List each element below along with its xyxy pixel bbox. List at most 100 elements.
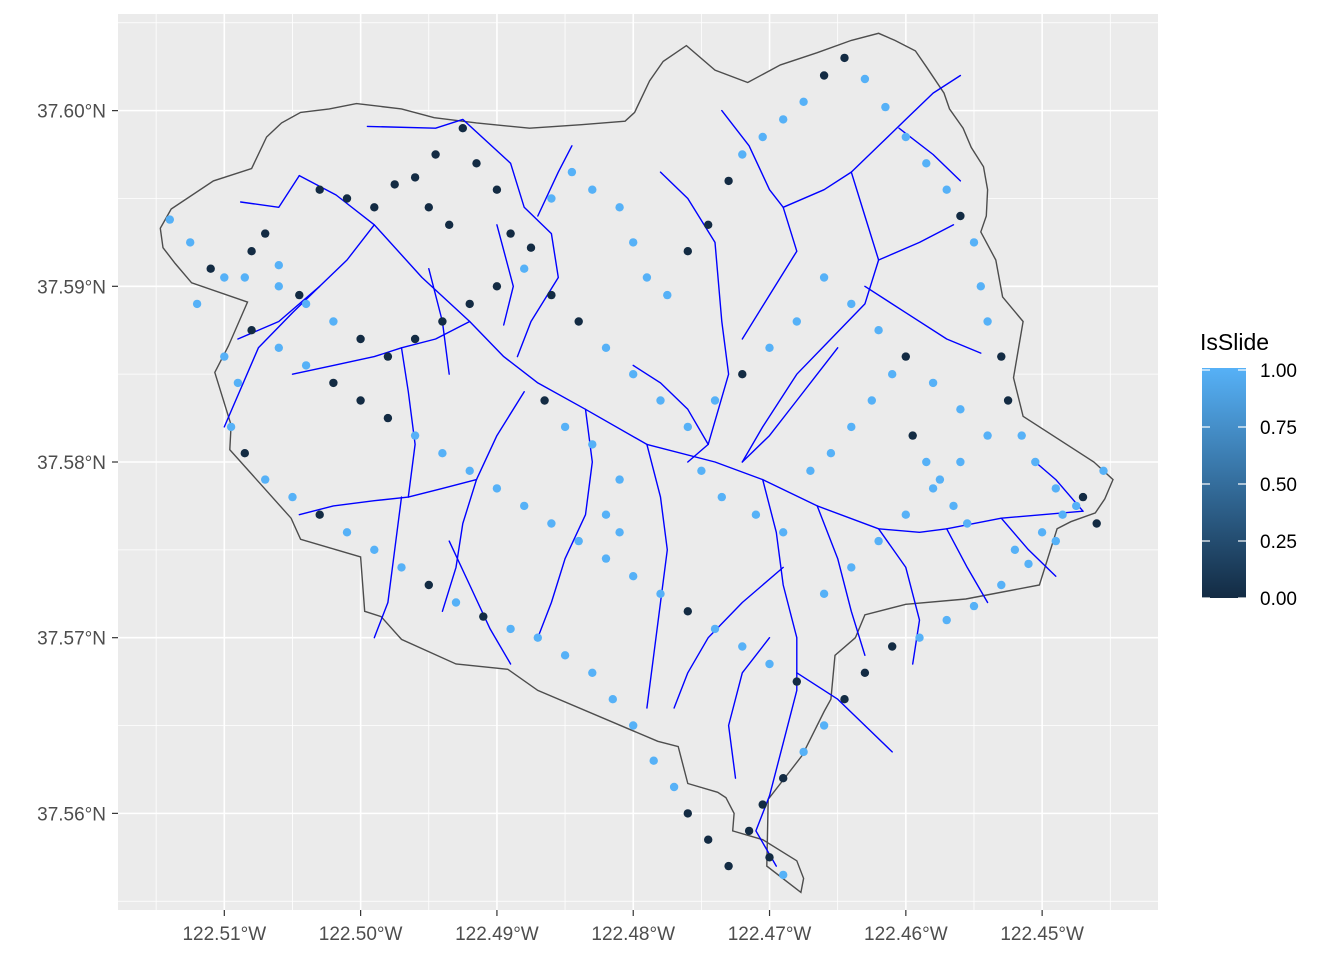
landslide-point xyxy=(819,589,829,598)
legend-ticks: 1.00 0.75 0.50 0.25 0.00 xyxy=(1202,361,1297,610)
landslide-point xyxy=(492,484,502,493)
landslide-point xyxy=(717,492,726,502)
stream-line xyxy=(877,224,955,261)
landslide-point xyxy=(1017,431,1026,440)
landslide-point xyxy=(928,378,938,388)
landslide-point xyxy=(683,422,692,432)
landslide-point xyxy=(547,519,556,528)
landslide-point xyxy=(540,396,549,405)
landslide-point xyxy=(370,545,379,554)
stream-network xyxy=(223,74,1084,867)
landslide-point xyxy=(922,159,931,168)
landslide-point xyxy=(799,747,808,757)
stream-line xyxy=(727,637,771,779)
landslide-point xyxy=(779,115,788,124)
landslide-point xyxy=(492,282,502,291)
landslide-point xyxy=(220,273,229,282)
stream-line xyxy=(537,145,573,217)
landslide-point xyxy=(908,431,917,440)
legend-tick-label: 0.25 xyxy=(1260,532,1297,553)
y-tick-label: 37.60°N xyxy=(37,102,106,123)
landslide-point xyxy=(629,370,638,379)
landslide-point xyxy=(724,861,733,871)
landslide-point xyxy=(710,624,720,634)
landslide-point xyxy=(240,273,249,282)
landslide-point xyxy=(819,273,829,282)
stream-line xyxy=(632,364,709,446)
stream-line xyxy=(796,672,893,753)
landslide-point xyxy=(533,633,542,642)
landslide-point xyxy=(615,528,624,537)
landslide-point xyxy=(983,317,992,326)
landslide-point xyxy=(1010,545,1020,554)
landslide-point xyxy=(445,220,454,229)
landslide-point xyxy=(301,361,311,370)
landslide-point xyxy=(315,185,324,194)
stream-line xyxy=(816,505,866,656)
y-tick-label: 37.57°N xyxy=(37,629,106,650)
landslide-point xyxy=(901,510,910,519)
stream-line xyxy=(400,347,416,498)
landslide-point xyxy=(588,668,597,677)
stream-line xyxy=(864,285,982,354)
landslide-point xyxy=(329,378,338,388)
landslide-point xyxy=(356,396,365,405)
landslide-point xyxy=(1031,457,1040,467)
landslide-point xyxy=(874,326,883,335)
landslide-point xyxy=(738,642,747,651)
landslide-point xyxy=(765,343,774,352)
stream-line xyxy=(240,174,300,208)
landslide-point xyxy=(465,466,474,475)
landslide-point xyxy=(840,695,849,704)
landslide-point xyxy=(799,97,808,107)
landslide-point xyxy=(683,809,692,818)
landslide-point xyxy=(888,642,897,651)
landslide-point xyxy=(274,282,283,291)
stream-line xyxy=(741,347,839,463)
x-tick-label: 122.51°W xyxy=(182,924,266,945)
landslide-point xyxy=(656,589,665,598)
stream-line xyxy=(898,127,962,182)
landslide-point xyxy=(806,466,815,475)
landslide-point xyxy=(410,431,420,440)
landslide-point xyxy=(710,396,720,405)
landslide-point xyxy=(588,440,597,449)
landslide-point xyxy=(629,721,638,730)
landslide-point xyxy=(765,659,774,669)
landslide-point xyxy=(847,563,856,572)
landslide-point xyxy=(867,396,876,405)
landslide-point xyxy=(963,519,972,528)
landslide-point xyxy=(206,264,215,273)
landslide-point xyxy=(956,405,965,414)
landslide-point xyxy=(342,194,352,203)
landslide-point xyxy=(1037,528,1047,537)
landslide-point xyxy=(247,247,256,256)
landslide-point xyxy=(295,290,304,300)
landslide-point xyxy=(697,466,706,475)
landslide-point xyxy=(588,185,597,194)
legend-tick-label: 0.00 xyxy=(1260,589,1297,610)
stream-line xyxy=(441,391,525,612)
landslide-point xyxy=(669,782,679,792)
landslide-point xyxy=(601,510,611,519)
landslide-point xyxy=(301,299,311,309)
legend-tick-label: 1.00 xyxy=(1260,361,1297,382)
landslide-point xyxy=(547,194,556,203)
landslide-point xyxy=(329,317,338,326)
landslide-point xyxy=(192,299,202,309)
landslide-point xyxy=(608,695,617,704)
stream-line xyxy=(741,171,880,463)
landslide-point xyxy=(506,229,515,238)
legend-tick-label: 0.75 xyxy=(1260,418,1297,439)
landslide-point xyxy=(233,378,243,388)
y-axis: 37.60°N 37.59°N 37.58°N 37.57°N 37.56°N xyxy=(37,102,118,825)
stream-line xyxy=(1000,517,1057,577)
landslide-point xyxy=(956,457,965,467)
landslide-point xyxy=(397,563,406,572)
y-tick-label: 37.59°N xyxy=(37,277,106,298)
stream-line xyxy=(373,496,403,639)
landslide-point xyxy=(165,215,174,224)
landslide-point xyxy=(288,492,297,502)
stream-line xyxy=(496,224,514,326)
